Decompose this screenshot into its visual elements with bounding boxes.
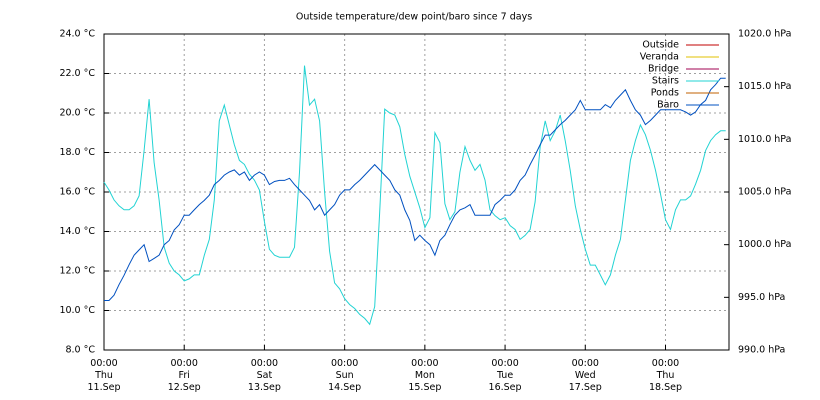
x-tick-label-line: Mon <box>415 370 435 381</box>
x-tick-label-line: Sun <box>336 370 354 381</box>
legend-label: Bridge <box>648 64 679 75</box>
x-tick-label-line: Thu <box>656 370 675 381</box>
plot-frame <box>103 33 730 351</box>
x-tick-label-line: 00:00 <box>331 358 358 369</box>
legend-label: Stairs <box>652 76 679 87</box>
x-tick-label: 00:00 Tue 16.Sep <box>489 358 522 393</box>
x-tick-label-line: 11.Sep <box>87 382 120 393</box>
series-line <box>103 65 726 326</box>
y-tick-label: 10.0 °C <box>59 305 95 316</box>
x-tick-label-line: 00:00 <box>411 358 438 369</box>
x-tick-label-line: Tue <box>496 370 513 381</box>
x-tick-label-line: 00:00 <box>251 358 278 369</box>
x-tick-label-line: 00:00 <box>572 358 599 369</box>
x-tick-label-line: Thu <box>94 370 113 381</box>
y2-tick-label: 1020.0 hPa <box>738 29 791 40</box>
y2-tick-label: 990.0 hPa <box>738 345 785 356</box>
y-tick-label: 12.0 °C <box>59 266 95 277</box>
x-tick-label-line: 00:00 <box>171 358 198 369</box>
y-tick-label: 20.0 °C <box>59 108 95 119</box>
x-tick-label: 00:00 Thu 11.Sep <box>87 358 120 393</box>
legend-label: Outside <box>642 40 679 51</box>
y-tick-label: 24.0 °C <box>59 29 95 40</box>
x-tick-label-line: 17.Sep <box>569 382 602 393</box>
x-tick-label-line: Fri <box>179 370 190 381</box>
y-tick-label: 14.0 °C <box>59 226 95 237</box>
x-tick-label-line: 16.Sep <box>489 382 522 393</box>
x-tick-label-line: 00:00 <box>491 358 518 369</box>
y2-tick-label: 1005.0 hPa <box>738 187 791 198</box>
x-tick-label-line: 18.Sep <box>649 382 682 393</box>
x-tick-label: 00:00 Sat 13.Sep <box>248 358 281 393</box>
x-tick-label: 00:00 Sun 14.Sep <box>328 358 361 393</box>
x-tick-label-line: 00:00 <box>90 358 117 369</box>
x-tick-label-line: Wed <box>575 370 596 381</box>
y2-tick-label: 1000.0 hPa <box>738 239 791 250</box>
x-tick-label-line: 00:00 <box>652 358 679 369</box>
x-tick-label-line: 13.Sep <box>248 382 281 393</box>
y2-tick-label: 1015.0 hPa <box>738 81 791 92</box>
x-tick-label-line: 15.Sep <box>408 382 441 393</box>
x-tick-label: 00:00 Thu 18.Sep <box>649 358 682 393</box>
x-tick-label-line: 12.Sep <box>168 382 201 393</box>
x-tick-label: 00:00 Wed 17.Sep <box>569 358 602 393</box>
y-tick-label: 18.0 °C <box>59 147 95 158</box>
x-tick-label-line: 14.Sep <box>328 382 361 393</box>
series-line <box>104 77 726 301</box>
y-tick-label: 16.0 °C <box>59 187 95 198</box>
legend-label: Baro <box>657 100 679 111</box>
legend-label: Ponds <box>651 88 679 99</box>
y2-tick-label: 1010.0 hPa <box>738 134 791 145</box>
y-tick-label: 8.0 °C <box>65 345 95 356</box>
y2-tick-label: 995.0 hPa <box>738 292 785 303</box>
chart-title: Outside temperature/dew point/baro since… <box>296 12 532 23</box>
legend-label: Veranda <box>640 52 679 63</box>
x-tick-label: 00:00 Mon 15.Sep <box>408 358 441 393</box>
x-tick-label: 00:00 Fri 12.Sep <box>168 358 201 393</box>
x-tick-label-line: Sat <box>257 370 273 381</box>
y-tick-label: 22.0 °C <box>59 68 95 79</box>
